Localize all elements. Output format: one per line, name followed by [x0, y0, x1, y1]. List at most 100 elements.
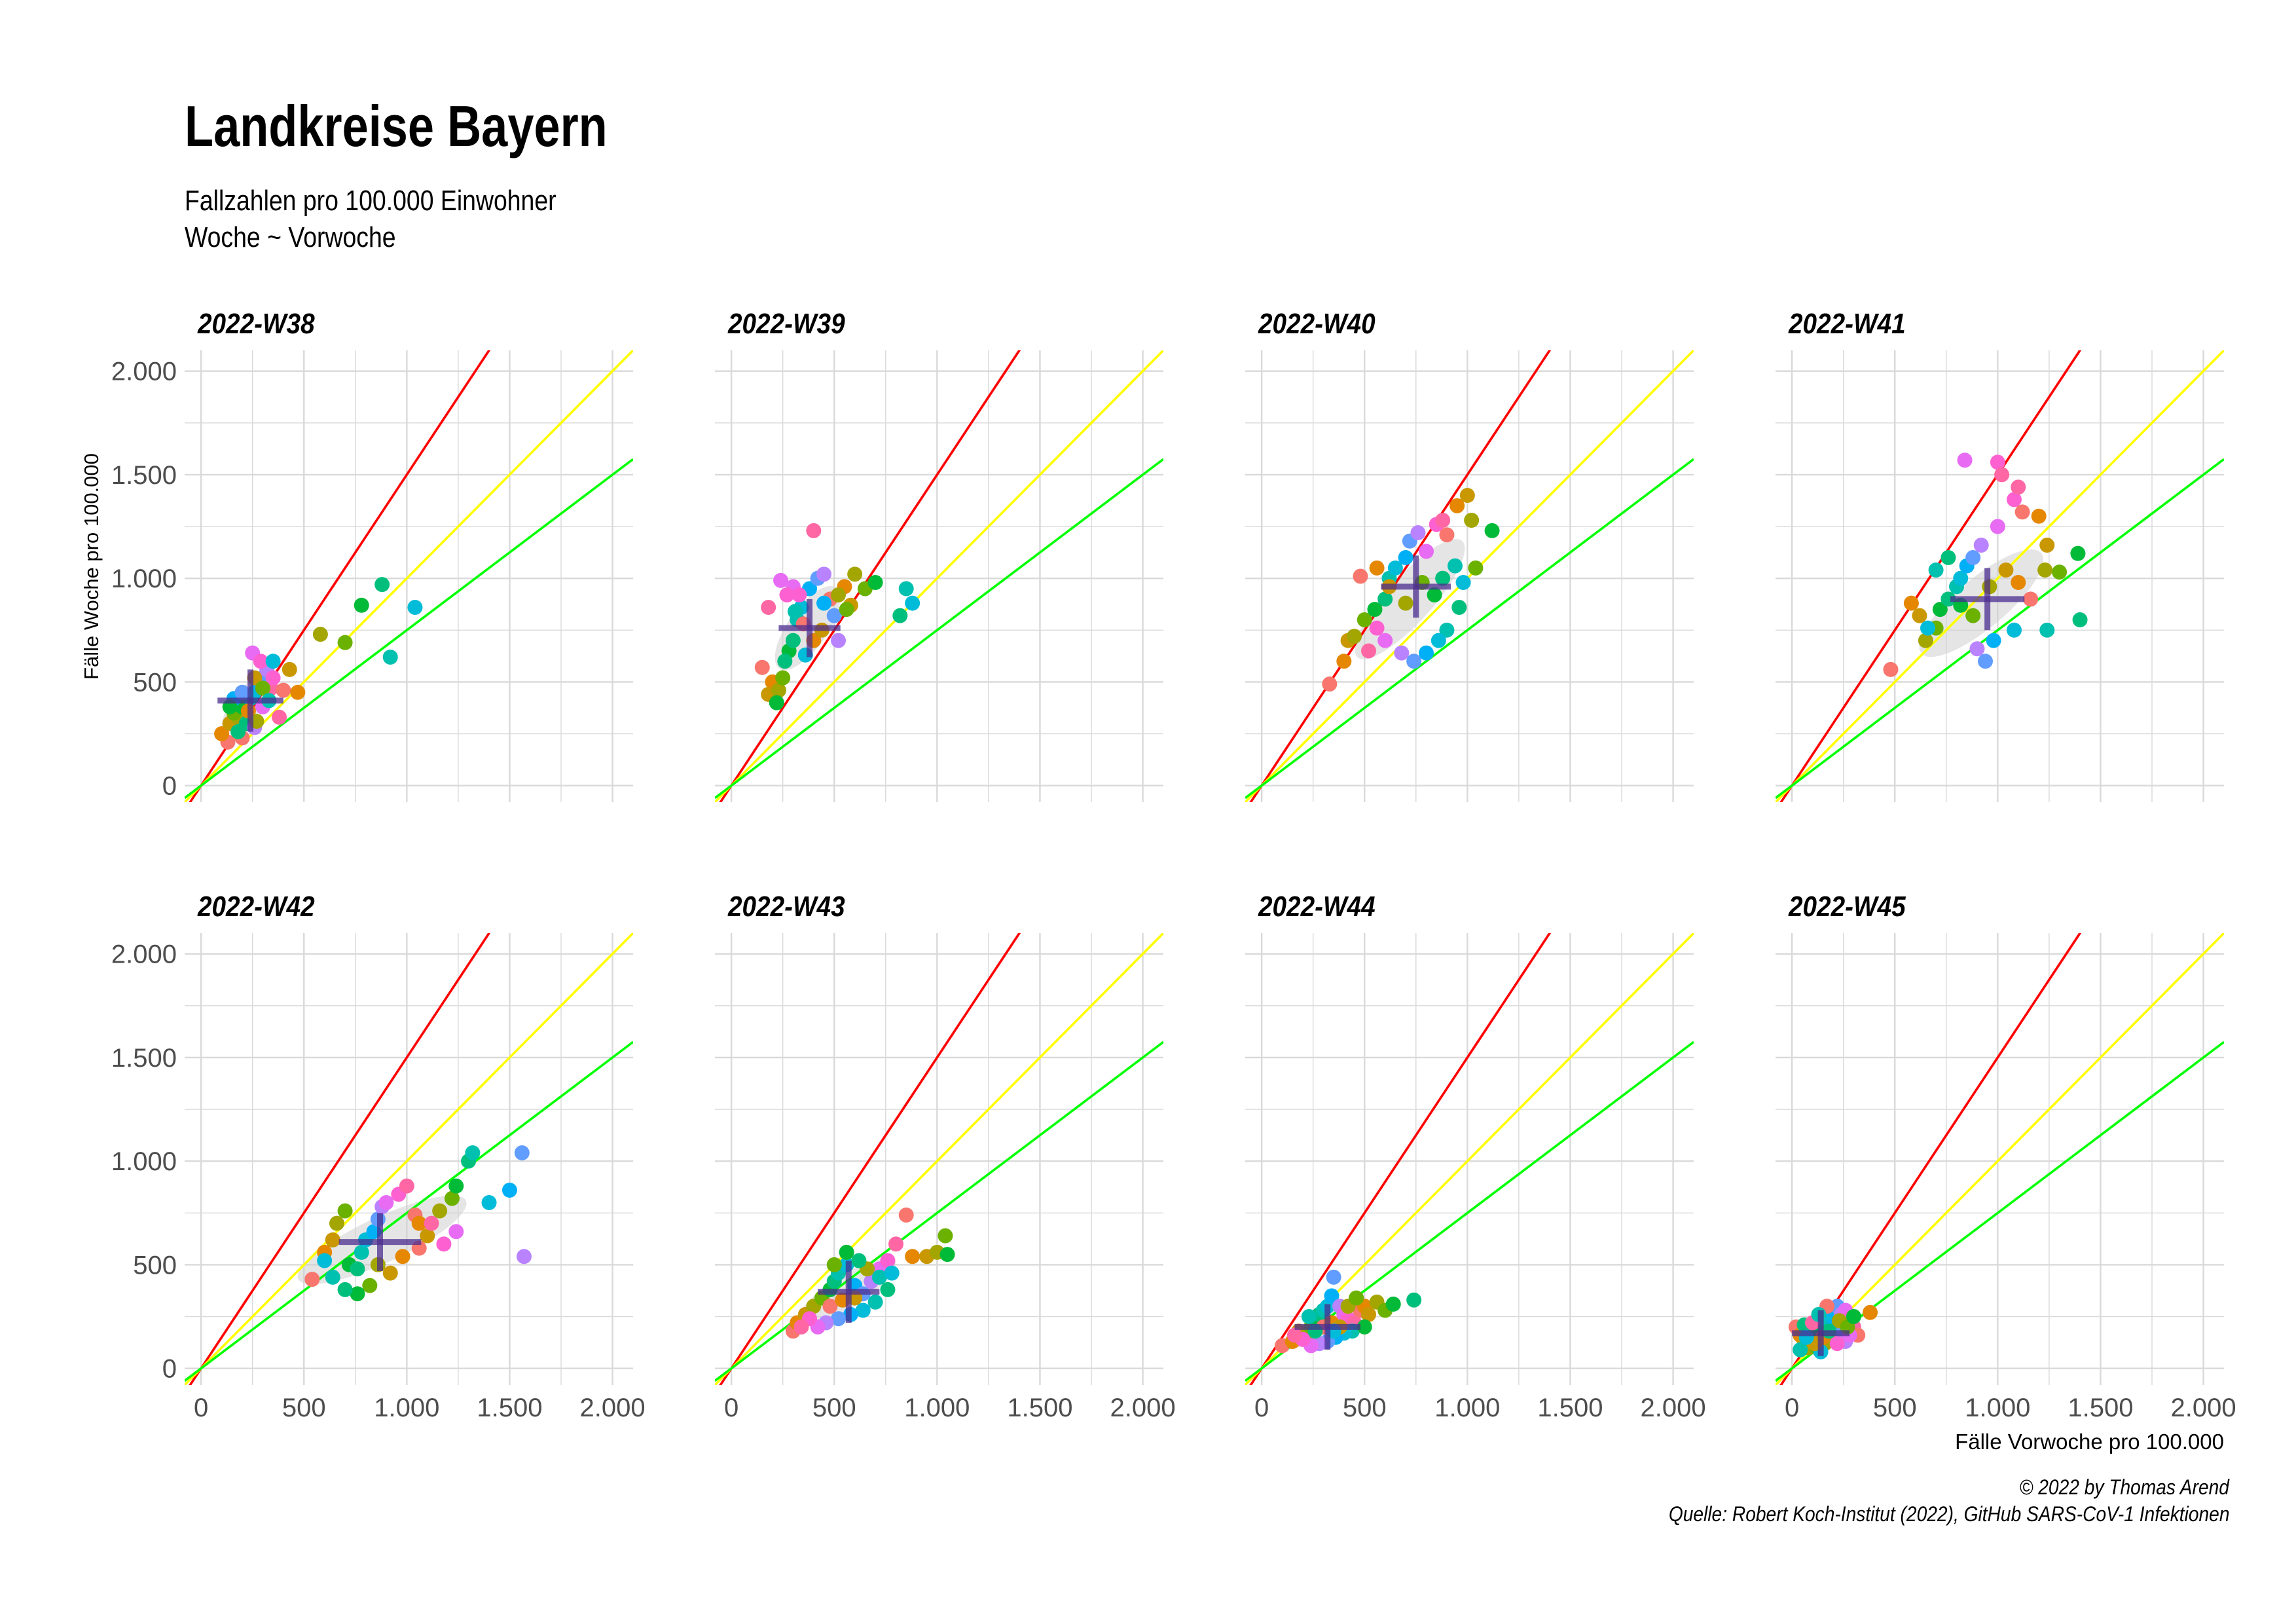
data-point [1398, 550, 1413, 566]
data-point [312, 627, 328, 642]
data-point [822, 1299, 838, 1314]
reference-line-yellow [1245, 350, 1694, 802]
facet-label: 2022-W45 [1788, 890, 1906, 923]
data-point [816, 595, 832, 611]
points [1883, 452, 2088, 677]
x-tick-label: 0 [1254, 1393, 1269, 1422]
data-point [771, 682, 786, 698]
data-point [1973, 538, 1989, 553]
data-point [1829, 1336, 1845, 1352]
data-point [806, 523, 822, 538]
data-point [1439, 622, 1455, 638]
data-point [465, 1145, 481, 1161]
data-point [1484, 523, 1500, 538]
caption-copyright: © 2022 by Thomas Arend [2019, 1475, 2229, 1499]
data-point [1394, 645, 1410, 661]
data-point [831, 633, 847, 648]
data-point [1451, 599, 1467, 615]
reference-line-yellow [715, 350, 1163, 802]
points [754, 523, 920, 710]
facet-panel-2022-W38: 2022-W38 0 500 1.000 1.500 2.000 Fälle Woche p… [80, 307, 633, 802]
data-point [253, 654, 268, 669]
data-point [1863, 1304, 1878, 1320]
facet-content [715, 933, 1163, 1385]
points [214, 577, 423, 750]
data-point [847, 566, 863, 582]
data-point [1439, 527, 1455, 543]
grid-lines [1245, 933, 1694, 1385]
data-point [317, 1253, 333, 1268]
reference-line-green [185, 458, 633, 800]
y-tick-label: 1.000 [111, 564, 177, 593]
x-tick-label: 500 [812, 1393, 856, 1422]
data-point [777, 654, 793, 669]
data-point [1349, 1290, 1364, 1306]
data-point [792, 587, 807, 602]
facet-panel-2022-W41: 2022-W41 [1776, 307, 2224, 802]
facet-panel-2022-W45: 2022-W45 0 500 1.000 1.500 2.000 Fälle Vorwoch… [1776, 890, 2236, 1454]
data-point [2052, 564, 2068, 580]
data-point [855, 1302, 871, 1318]
facet-content [715, 350, 1163, 802]
data-point [884, 1265, 900, 1281]
data-point [1912, 608, 1927, 623]
data-point [374, 577, 390, 593]
data-point [851, 1253, 867, 1268]
data-point [230, 724, 246, 739]
data-point [420, 1228, 435, 1244]
x-tick-label: 0 [1785, 1393, 1799, 1422]
facet-label: 2022-W40 [1258, 307, 1376, 340]
data-point [1430, 633, 1446, 648]
data-point [382, 649, 398, 665]
x-tick-label: 1.000 [904, 1393, 970, 1422]
data-point [816, 566, 832, 582]
data-point [265, 670, 281, 686]
facet-content [185, 933, 633, 1385]
data-point [2039, 538, 2055, 553]
data-point [1419, 544, 1434, 559]
facet-label: 2022-W44 [1258, 890, 1376, 923]
data-point [1455, 574, 1471, 590]
x-tick-label: 1.500 [1537, 1393, 1603, 1422]
reference-line-green [715, 458, 1163, 800]
points [304, 1145, 532, 1302]
data-point [898, 581, 914, 597]
data-point [905, 595, 920, 611]
data-point [1969, 641, 1985, 657]
data-point [1449, 498, 1465, 513]
facet-label: 2022-W38 [197, 307, 315, 340]
facet-panel-2022-W39: 2022-W39 [715, 307, 1163, 802]
y-tick-label: 0 [162, 1355, 177, 1384]
data-point [234, 684, 250, 700]
data-point [1435, 570, 1451, 586]
reference-line-yellow [1776, 350, 2224, 802]
data-point [775, 670, 791, 686]
data-point [2011, 574, 2026, 590]
data-point [1957, 452, 1973, 468]
data-point [1361, 1306, 1377, 1322]
data-point [2039, 622, 2055, 638]
reference-line-red [719, 933, 1021, 1385]
data-point [831, 1311, 847, 1327]
data-point [1369, 620, 1385, 636]
data-point [329, 1215, 345, 1231]
y-axis-title: Fälle Woche pro 100.000 [80, 453, 103, 680]
data-point [304, 1272, 320, 1287]
data-point [354, 597, 369, 613]
data-point [1377, 633, 1393, 648]
data-point [444, 1190, 460, 1206]
x-tick-label: 0 [194, 1393, 208, 1422]
data-point [2023, 591, 2039, 607]
data-point [1435, 513, 1451, 528]
facet-content [1776, 933, 2224, 1385]
y-tick-label: 2.000 [111, 940, 177, 969]
data-point [290, 684, 306, 700]
facet-content [1245, 350, 1694, 802]
data-point [905, 1249, 920, 1264]
data-point [1846, 1309, 1861, 1325]
reference-line-green [1776, 458, 2224, 800]
data-point [1903, 595, 1919, 611]
x-tick-label: 2.000 [2171, 1393, 2236, 1422]
data-point [793, 1319, 809, 1335]
points [1788, 1299, 1878, 1359]
